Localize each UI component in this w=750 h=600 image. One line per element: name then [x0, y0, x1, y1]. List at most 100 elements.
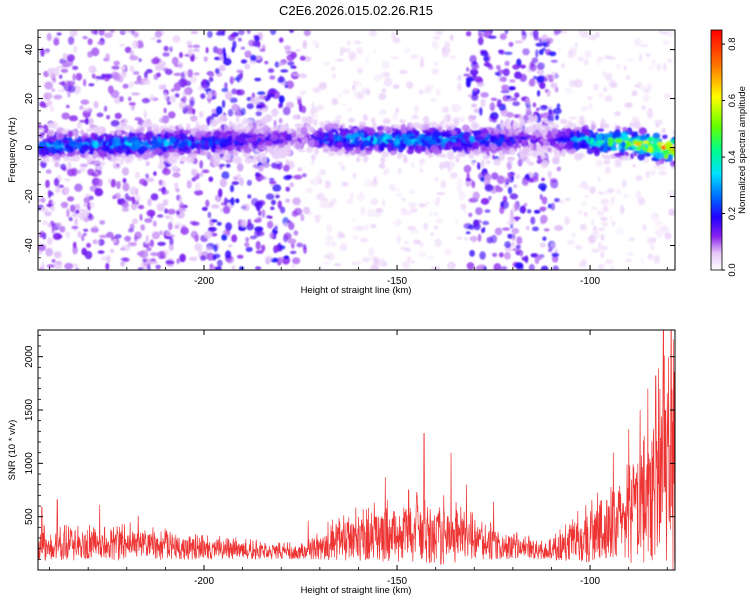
spectrogram-cell: [427, 255, 434, 260]
spectrogram-cell: [75, 216, 79, 221]
spectrogram-cell: [289, 250, 297, 255]
spectrogram-cell: [515, 174, 521, 179]
spectrogram-cell: [387, 143, 392, 151]
spectrogram-cell: [250, 54, 257, 62]
spectrogram-cell: [319, 127, 323, 133]
spectrogram-cell: [646, 82, 653, 91]
spectrogram-cell: [577, 56, 584, 62]
spectrogram-cell: [40, 48, 45, 57]
spectrogram-cell: [235, 115, 240, 123]
spectrogram-cell: [226, 145, 234, 151]
spectrogram-cell: [646, 236, 654, 245]
spectrogram-cell: [300, 213, 305, 222]
spectrogram-cell: [255, 105, 263, 109]
spectrogram-cell: [458, 192, 465, 201]
spectrogram-cell: [242, 144, 249, 149]
spectrogram-cell: [423, 88, 432, 94]
spectrogram-cell: [492, 252, 498, 257]
spectrogram-cell: [451, 138, 456, 143]
spectrogram-cell: [547, 170, 552, 179]
spectrogram-cell: [399, 119, 406, 124]
spectrogram-cell: [662, 63, 667, 71]
spectrogram-cell: [146, 177, 155, 183]
spectrogram-cell: [223, 152, 232, 161]
spectrogram-cell: [146, 144, 151, 148]
spectrogram-cell: [128, 102, 136, 106]
spectrogram-cell: [244, 63, 251, 70]
spectrogram-cell: [112, 195, 117, 200]
spectrogram-cell: [314, 147, 319, 155]
spectrogram-cell: [151, 135, 157, 140]
spectrogram-cell: [535, 124, 542, 131]
spectrogram-cell: [427, 139, 436, 145]
spectrogram-cell: [194, 140, 201, 144]
spectrogram-cell: [467, 147, 471, 155]
spectrogram-cell: [625, 258, 633, 263]
spectrogram-cell: [378, 163, 386, 169]
spectrogram-cell: [115, 192, 121, 200]
spectrogram-cell: [583, 58, 589, 66]
spectrogram-cell: [145, 239, 149, 245]
spectrogram-cell: [616, 63, 621, 69]
spectrogram-cell: [378, 258, 386, 267]
spectrogram-y-tick-label: -20: [24, 189, 35, 204]
spectrogram-cell: [408, 189, 417, 194]
spectrogram-cell: [260, 116, 269, 125]
spectrogram-cell: [57, 88, 66, 93]
spectrogram-cell: [91, 47, 100, 57]
spectrogram-cell: [609, 201, 614, 206]
spectrogram-cell: [482, 220, 490, 226]
spectrogram-cell: [231, 265, 236, 270]
spectrogram-cell: [414, 105, 419, 110]
colorbar: 0.0 0.2 0.4 0.6 0.8 Normalized spectral ampl…: [710, 29, 748, 277]
spectrogram-cell: [540, 140, 544, 147]
spectrogram-cell: [186, 180, 192, 189]
spectrogram-cell: [603, 160, 611, 165]
spectrogram-cell: [162, 52, 170, 57]
spectrogram-cell: [631, 145, 637, 150]
spectrogram-cell: [254, 35, 260, 42]
spectrogram-cell: [536, 68, 545, 75]
spectrogram-cell: [551, 243, 555, 248]
spectrogram-cell: [564, 216, 570, 226]
spectrogram-cell: [240, 129, 246, 134]
spectrogram-cell: [242, 118, 250, 125]
spectrogram-cell: [199, 110, 204, 118]
spectrogram-cell: [131, 92, 141, 96]
spectrogram-cell: [70, 213, 80, 218]
spectrogram-cell: [138, 204, 145, 210]
spectrogram-cell: [480, 176, 485, 182]
spectrogram-cell: [642, 93, 650, 103]
spectrogram-cell: [165, 260, 175, 265]
spectrogram-cell: [78, 141, 82, 149]
spectrogram-cell: [654, 119, 663, 126]
spectrogram-cell: [164, 208, 169, 214]
spectrogram-cell: [246, 30, 251, 35]
spectrogram-cell: [121, 152, 127, 160]
spectrogram-cell: [272, 152, 279, 159]
spectrogram-cell: [512, 64, 520, 70]
spectrogram-cell: [287, 61, 295, 66]
spectrogram-cell: [373, 176, 378, 185]
spectrogram-cell: [648, 168, 657, 174]
spectrogram-cell: [283, 255, 290, 260]
spectrogram-cell: [96, 146, 104, 151]
spectrogram-cell: [60, 201, 69, 209]
spectrogram-cell: [517, 144, 522, 149]
spectrogram-cell: [352, 235, 358, 241]
spectrogram-cell: [396, 235, 401, 244]
spectrogram-cell: [60, 154, 66, 158]
spectrogram-cell: [356, 47, 364, 55]
spectrogram-cell: [210, 204, 220, 209]
spectrogram-cell: [239, 219, 247, 228]
spectrogram-cell: [435, 89, 441, 96]
spectrogram-x-tick-label: -200: [194, 276, 214, 287]
spectrogram-cell: [494, 227, 503, 236]
spectrogram-cell: [274, 160, 281, 164]
spectrogram-cell: [513, 184, 518, 189]
spectrogram-cell: [513, 114, 521, 119]
spectrogram-cell: [289, 30, 294, 34]
spectrogram-cell: [42, 124, 49, 134]
spectrogram-cell: [602, 123, 607, 128]
spectrogram-cell: [159, 230, 163, 235]
